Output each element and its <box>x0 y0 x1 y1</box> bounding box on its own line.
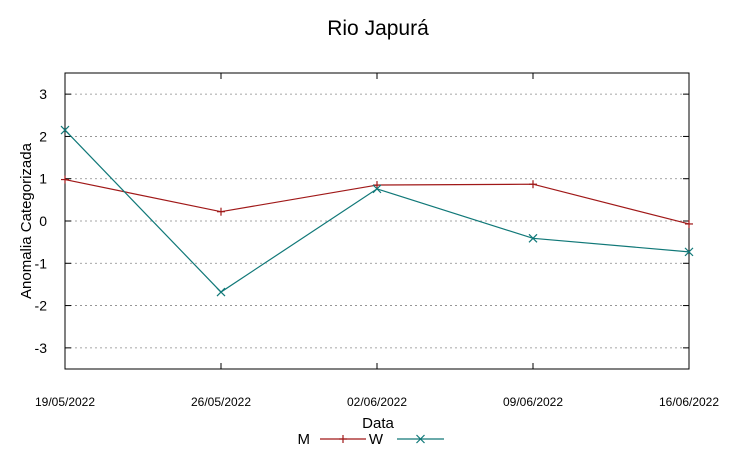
legend-label: M <box>298 431 311 448</box>
data-point-marker <box>372 184 382 194</box>
data-point-marker <box>685 219 693 228</box>
y-axis-label: Anomalia Categorizada <box>18 142 35 299</box>
x-axis-label: Data <box>362 415 394 432</box>
y-tick-label: -3 <box>35 340 48 356</box>
legend-entry-M: M <box>298 431 366 448</box>
data-point-marker <box>684 247 694 257</box>
data-point-marker <box>339 435 347 443</box>
x-tick-label: 16/06/2022 <box>659 395 719 409</box>
data-point-marker <box>61 175 69 184</box>
data-point-marker <box>528 233 538 243</box>
series-W <box>60 125 694 297</box>
data-point-marker <box>60 125 70 135</box>
y-tick-label: 1 <box>39 171 47 187</box>
y-tick-label: -1 <box>35 255 48 271</box>
x-tick-label: 09/06/2022 <box>503 395 563 409</box>
y-tick-label: 0 <box>39 213 47 229</box>
y-tick-label: -2 <box>35 298 48 314</box>
y-tick-label: 3 <box>39 86 47 102</box>
y-tick-label: 2 <box>39 128 47 144</box>
data-point-marker <box>373 181 381 190</box>
legend-label: W <box>369 431 384 448</box>
data-point-marker <box>216 287 226 297</box>
data-point-marker <box>416 434 425 444</box>
data-point-marker <box>217 207 225 216</box>
series-line-W <box>64 129 690 293</box>
series-layer <box>60 125 694 297</box>
x-tick-label: 26/05/2022 <box>191 395 251 409</box>
data-point-marker <box>529 180 537 189</box>
legend-entry-W: W <box>369 431 444 448</box>
x-tick-label: 02/06/2022 <box>347 395 407 409</box>
series-M <box>61 175 693 228</box>
axes-ticks: -3 -2 -1 0 1 2 3 19/05/2022 26/05/2022 02/06/2022… <box>35 73 719 409</box>
chart-title: Rio Japurá <box>327 17 429 40</box>
x-tick-label: 19/05/2022 <box>35 395 95 409</box>
grid <box>65 93 689 349</box>
